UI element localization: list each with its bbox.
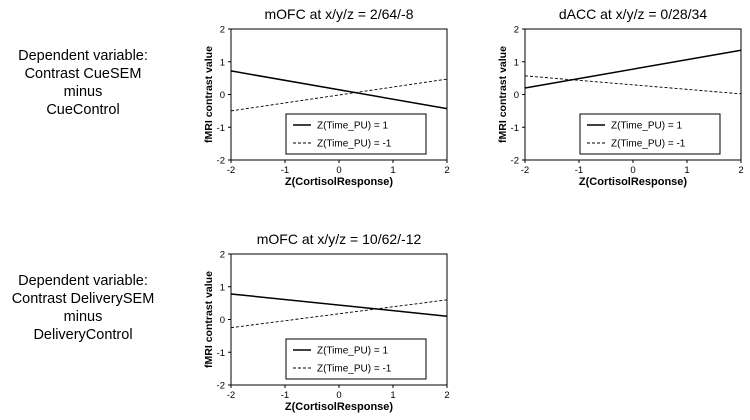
row-label-line: Dependent variable: xyxy=(18,48,148,64)
x-axis-label: Z(CortisolResponse) xyxy=(285,401,394,413)
y-axis-label: fMRI contrast value xyxy=(203,271,215,368)
x-tick-label: 2 xyxy=(444,390,449,401)
y-tick-label: 1 xyxy=(220,57,225,68)
series-line-2 xyxy=(230,299,448,329)
x-tick-label: -1 xyxy=(575,165,583,176)
legend-box xyxy=(285,113,427,155)
legend-label: Z(Time_PU) = -1 xyxy=(317,364,392,375)
y-tick-label: -2 xyxy=(511,156,519,167)
row-label-line: minus xyxy=(63,84,103,100)
x-tick-label: 2 xyxy=(738,165,743,176)
chart-title: mOFC at x/y/z = 10/62/-12 xyxy=(257,231,422,247)
x-tick-label: 0 xyxy=(336,390,341,401)
series-line-1 xyxy=(524,49,742,89)
y-axis-label: fMRI contrast value xyxy=(497,46,509,143)
row-label-line: minus xyxy=(63,309,103,325)
legend-label: Z(Time_PU) = 1 xyxy=(611,121,682,132)
chart-title: mOFC at x/y/z = 2/64/-8 xyxy=(265,6,414,22)
x-tick-label: 0 xyxy=(336,165,341,176)
row-label-cue: Dependent variable: Contrast CueSEM minu… xyxy=(0,47,168,119)
y-tick-label: 2 xyxy=(220,25,225,36)
y-tick-label: -2 xyxy=(217,381,225,392)
chart-panel-1: mOFC at x/y/z = 2/64/-8 2 1 0 -1 -2-2 -1 0 1 2 Z(C… xyxy=(203,6,450,188)
x-tick-label: 1 xyxy=(684,165,689,176)
x-tick-label: 1 xyxy=(390,390,395,401)
series-line-1 xyxy=(230,293,448,317)
x-tick-label: 2 xyxy=(444,165,449,176)
y-tick-label: 1 xyxy=(514,57,519,68)
y-tick-label: -2 xyxy=(217,156,225,167)
x-tick-label: -1 xyxy=(281,390,289,401)
row-label-line: Contrast DeliverySEM xyxy=(11,291,155,307)
y-axis-label: fMRI contrast value xyxy=(203,46,215,143)
legend-label: Z(Time_PU) = -1 xyxy=(317,139,392,150)
row-label-line: Dependent variable: xyxy=(18,273,148,289)
legend-label: Z(Time_PU) = -1 xyxy=(611,139,686,150)
row-label-line: DeliveryControl xyxy=(33,327,133,343)
chart-title: dACC at x/y/z = 0/28/34 xyxy=(559,6,707,22)
legend-box xyxy=(285,338,427,380)
y-tick-label: 0 xyxy=(220,315,225,326)
row-label-line: Contrast CueSEM xyxy=(24,66,142,82)
series-line-1 xyxy=(230,70,448,110)
y-tick-label: 2 xyxy=(514,25,519,36)
y-tick-label: 0 xyxy=(220,90,225,101)
x-tick-label: -2 xyxy=(521,165,529,176)
series-line-2 xyxy=(524,75,742,95)
y-tick-label: 2 xyxy=(220,250,225,261)
legend-box xyxy=(579,113,721,155)
chart-panel-2: dACC at x/y/z = 0/28/34 2 1 0 -1 -2-2 -1 0 1 2 Z(C… xyxy=(497,6,744,188)
x-tick-label: -2 xyxy=(227,390,235,401)
y-tick-label: -1 xyxy=(217,348,225,359)
legend-label: Z(Time_PU) = 1 xyxy=(317,121,388,132)
y-tick-label: -1 xyxy=(511,123,519,134)
x-axis-label: Z(CortisolResponse) xyxy=(285,176,394,188)
row-label-line: CueControl xyxy=(46,102,120,118)
x-tick-label: -1 xyxy=(281,165,289,176)
y-tick-label: 0 xyxy=(514,90,519,101)
chart-panel-3: mOFC at x/y/z = 10/62/-12 2 1 0 -1 -2-2 -1 0 1 2 Z… xyxy=(203,231,450,413)
row-label-delivery: Dependent variable: Contrast DeliverySEM… xyxy=(0,272,168,344)
x-axis-label: Z(CortisolResponse) xyxy=(579,176,688,188)
y-tick-label: 1 xyxy=(220,282,225,293)
x-tick-label: -2 xyxy=(227,165,235,176)
legend-label: Z(Time_PU) = 1 xyxy=(317,346,388,357)
y-tick-label: -1 xyxy=(217,123,225,134)
x-tick-label: 0 xyxy=(630,165,635,176)
series-line-2 xyxy=(230,78,448,112)
x-tick-label: 1 xyxy=(390,165,395,176)
